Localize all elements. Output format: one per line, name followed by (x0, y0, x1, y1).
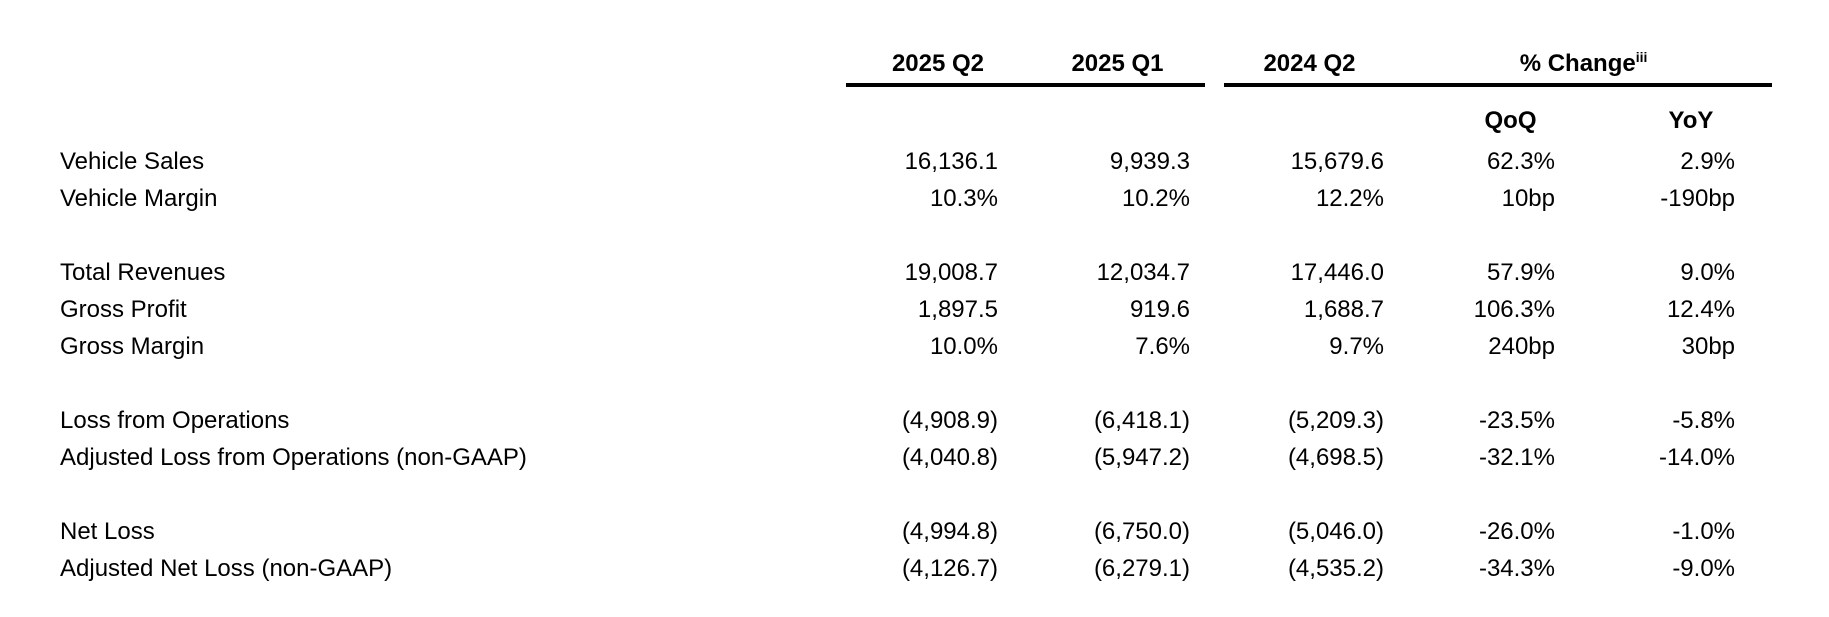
column-gap (1205, 328, 1224, 365)
column-gap (1205, 291, 1224, 328)
cell-2025-q1: (6,750.0) (1093, 518, 1190, 545)
col-header-2025-q1: 2025 Q1 (1030, 0, 1205, 87)
cell-2024-q2: (4,535.2) (1287, 555, 1384, 582)
cell-qoq: -23.5% (1478, 407, 1555, 434)
cell-2025-q2: 10.3% (929, 185, 998, 212)
header-spacer (0, 0, 846, 85)
cell-yoy: -1.0% (1672, 518, 1736, 545)
table-row: Adjusted Loss from Operations (non-GAAP)… (0, 439, 1772, 476)
header-period-row: 2025 Q2 2025 Q1 2024 Q2 % Changeiii (0, 0, 1773, 87)
cell-yoy: 12.4% (1666, 296, 1736, 323)
row-label: Adjusted Net Loss (non-GAAP) (60, 555, 393, 582)
cell-2025-q1: (6,418.1) (1093, 407, 1190, 434)
cell-qoq: -26.0% (1478, 518, 1555, 545)
col-header-yoy: YoY (1668, 107, 1714, 134)
cell-2025-q2: (4,126.7) (901, 555, 998, 582)
row-label: Gross Margin (60, 333, 205, 360)
row-label: Total Revenues (60, 259, 226, 286)
row-label: Adjusted Loss from Operations (non-GAAP) (60, 444, 527, 471)
pct-change-label: % Change (1519, 50, 1636, 77)
cell-2024-q2: (4,698.5) (1287, 444, 1384, 471)
col-header-2024-q2: 2024 Q2 (1224, 0, 1395, 87)
row-label: Vehicle Margin (60, 185, 218, 212)
table-row: Total Revenues 19,008.7 12,034.7 17,446.0 57… (0, 254, 1772, 291)
table-row: Vehicle Sales 16,136.1 9,939.3 15,679.6 62.3… (0, 143, 1772, 180)
cell-2025-q2: (4,994.8) (901, 518, 998, 545)
table-row: Vehicle Margin 10.3% 10.2% 12.2% 10bp -190bp (0, 180, 1772, 217)
cell-2024-q2: 15,679.6 (1290, 148, 1384, 175)
footnote-marker-iii: iii (1635, 49, 1648, 65)
group-spacer-row (0, 476, 1772, 513)
table-row: Net Loss (4,994.8) (6,750.0) (5,046.0) -26.0… (0, 513, 1772, 550)
row-label: Gross Profit (60, 296, 187, 323)
cell-2025-q2: (4,908.9) (901, 407, 998, 434)
column-gap (1205, 0, 1224, 85)
cell-2025-q1: (5,947.2) (1093, 444, 1190, 471)
column-gap (1205, 550, 1224, 587)
column-gap (1205, 254, 1224, 291)
financial-summary-table: 2025 Q2 2025 Q1 2024 Q2 % Changeiii QoQ … (0, 0, 1773, 587)
cell-yoy: 30bp (1681, 333, 1736, 360)
col-header-2025-q2: 2025 Q2 (846, 0, 1030, 87)
cell-2025-q1: 7.6% (1135, 333, 1190, 360)
cell-qoq: -32.1% (1478, 444, 1555, 471)
cell-2025-q1: 12,034.7 (1096, 259, 1190, 286)
column-gap (1205, 143, 1224, 180)
cell-2025-q2: 16,136.1 (904, 148, 998, 175)
cell-2025-q1: 9,939.3 (1109, 148, 1190, 175)
cell-qoq: 62.3% (1486, 148, 1555, 175)
cell-qoq: -34.3% (1478, 555, 1555, 582)
row-label: Loss from Operations (60, 407, 290, 434)
row-label: Net Loss (60, 518, 155, 545)
row-label: Vehicle Sales (60, 148, 205, 175)
cell-yoy: -14.0% (1658, 444, 1736, 471)
table-row: Loss from Operations (4,908.9) (6,418.1) (5… (0, 402, 1772, 439)
column-gap (1205, 402, 1224, 439)
column-gap (1205, 513, 1224, 550)
cell-qoq: 10bp (1501, 185, 1555, 212)
cell-2024-q2: 12.2% (1315, 185, 1384, 212)
cell-qoq: 106.3% (1473, 296, 1555, 323)
table-row: Gross Margin 10.0% 7.6% 9.7% 240bp 30bp (0, 328, 1772, 365)
group-spacer-row (0, 217, 1772, 254)
cell-2024-q2: (5,209.3) (1287, 407, 1384, 434)
cell-qoq: 240bp (1488, 333, 1555, 360)
cell-2025-q2: 19,008.7 (904, 259, 998, 286)
cell-yoy: -5.8% (1672, 407, 1736, 434)
cell-qoq: 57.9% (1486, 259, 1555, 286)
cell-yoy: 9.0% (1680, 259, 1736, 286)
cell-2025-q2: 10.0% (929, 333, 998, 360)
cell-2024-q2: 9.7% (1329, 333, 1384, 360)
table-row: Gross Profit 1,897.5 919.6 1,688.7 106.3% 12.… (0, 291, 1772, 328)
cell-2024-q2: 17,446.0 (1290, 259, 1384, 286)
cell-yoy: -9.0% (1672, 555, 1736, 582)
column-gap (1205, 180, 1224, 217)
table-row: Adjusted Net Loss (non-GAAP) (4,126.7) (6,… (0, 550, 1772, 587)
col-header-qoq: QoQ (1484, 107, 1537, 134)
cell-yoy: 2.9% (1680, 148, 1736, 175)
cell-2025-q2: 1,897.5 (917, 296, 998, 323)
group-spacer-row (0, 365, 1772, 402)
column-gap (1205, 439, 1224, 476)
header-sub-row: QoQ YoY (0, 85, 1772, 143)
cell-2025-q1: 919.6 (1129, 296, 1190, 323)
cell-2024-q2: 1,688.7 (1303, 296, 1384, 323)
cell-2025-q2: (4,040.8) (901, 444, 998, 471)
cell-yoy: -190bp (1660, 185, 1736, 212)
col-header-pct-change: % Changeiii (1395, 0, 1773, 87)
cell-2024-q2: (5,046.0) (1287, 518, 1384, 545)
cell-2025-q1: (6,279.1) (1093, 555, 1190, 582)
cell-2025-q1: 10.2% (1121, 185, 1190, 212)
